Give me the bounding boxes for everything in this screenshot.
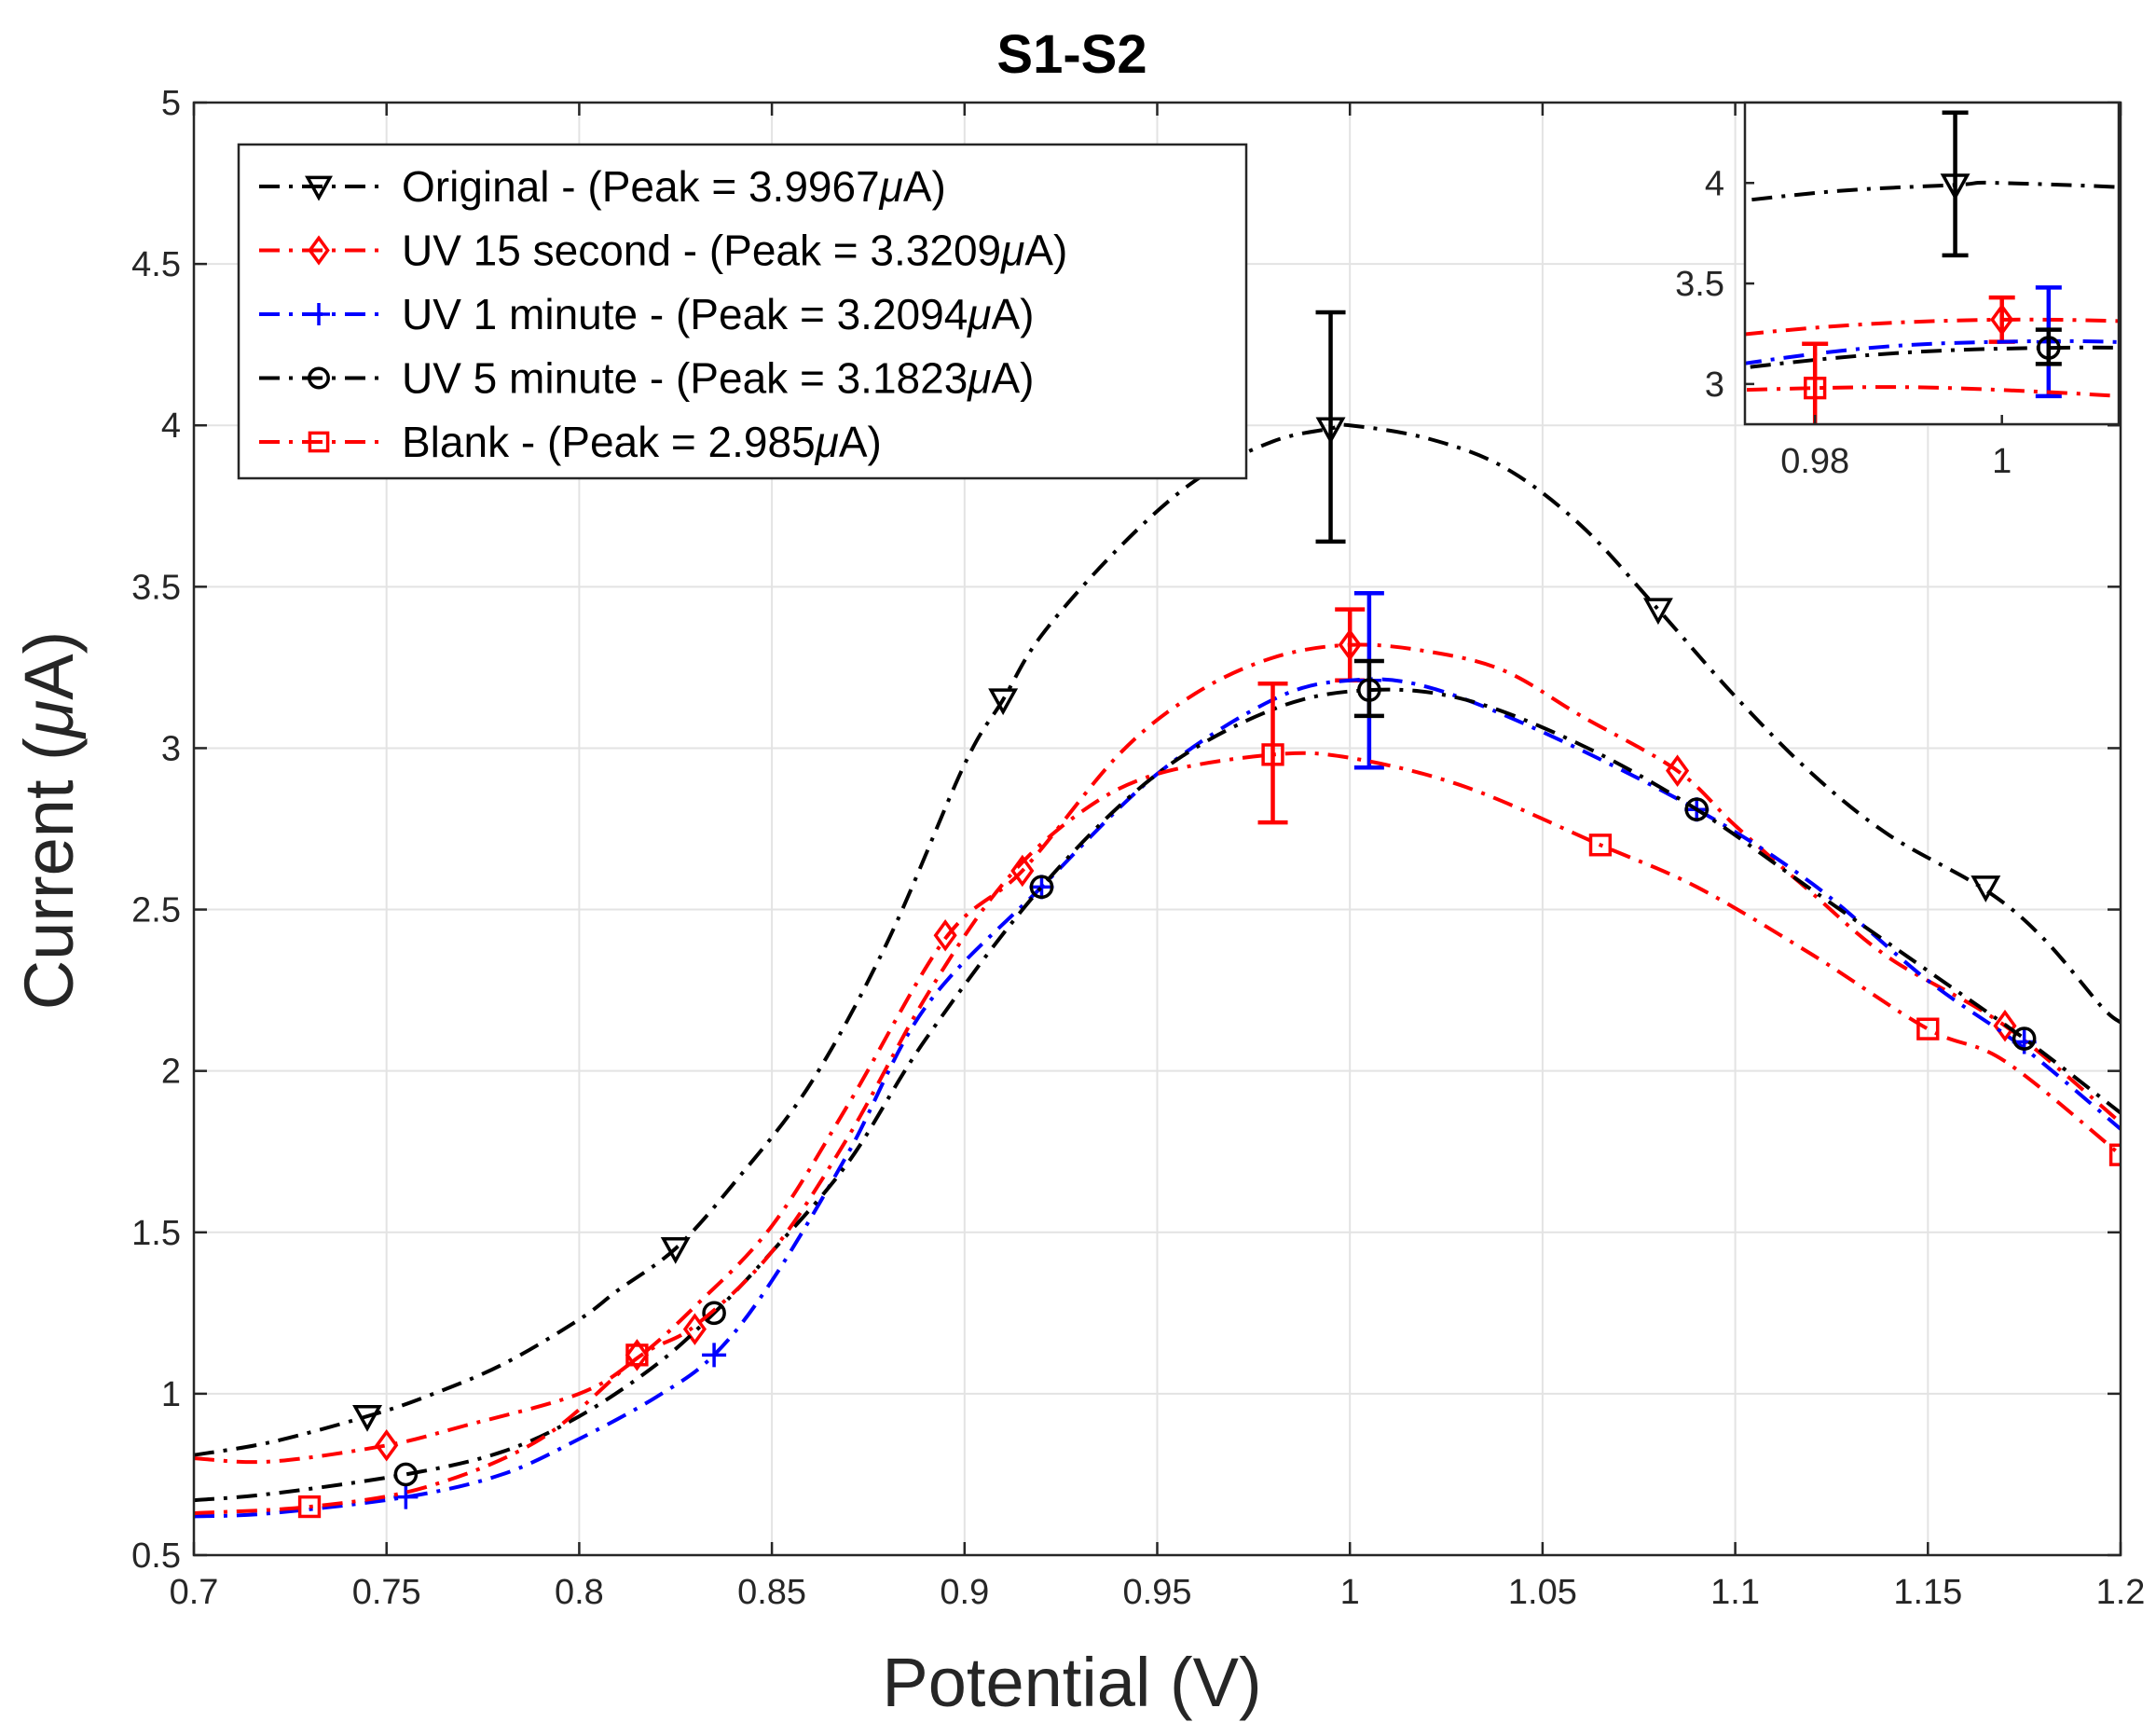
- inset-series: [264, 110, 2119, 776]
- y-tick-label: 3: [161, 729, 181, 768]
- data-point: [354, 686, 378, 708]
- series-line: [194, 642, 2121, 1465]
- legend-label: UV 1 minute - (Peak = 3.2094μA): [402, 290, 1034, 338]
- y-tick-label: 1: [161, 1375, 181, 1414]
- series-line: [194, 687, 2121, 1503]
- inset-y-tick-label: 3.5: [1675, 265, 1724, 304]
- series-square: [194, 681, 2121, 1519]
- series-line: [194, 422, 2121, 1457]
- y-tick-label: 2.5: [131, 891, 181, 930]
- legend-entry: UV 5 minute - (Peak = 3.1823μA): [259, 354, 1034, 403]
- series-triangle-down: [194, 310, 2121, 1457]
- legend-entry: UV 15 second - (Peak = 3.3209μA): [259, 227, 1067, 275]
- series-circle: [194, 658, 2121, 1503]
- x-tick-label: 1.2: [2096, 1573, 2146, 1612]
- inset-plot: 0.98 1 3 3.5 4: [264, 101, 2121, 776]
- x-tick-label: 0.9: [940, 1573, 989, 1612]
- legend-label: Original - (Peak = 3.9967μA): [402, 162, 946, 211]
- x-axis-label: Potential (V): [882, 1644, 1261, 1721]
- data-point: [702, 1343, 727, 1368]
- data-point: [1993, 1009, 2017, 1042]
- y-tick-label: 5: [161, 84, 181, 123]
- x-tick-label: 0.7: [170, 1573, 219, 1612]
- data-point: [660, 1236, 691, 1264]
- data-point: [1029, 875, 1054, 900]
- data-point: [2108, 1143, 2121, 1166]
- legend-box: [237, 143, 1248, 480]
- data-point: [1588, 834, 1613, 857]
- legend-marker: [308, 366, 330, 390]
- chart-title: S1-S2: [996, 24, 1147, 85]
- series-triangle-down: [354, 110, 2119, 708]
- data-point: [404, 733, 423, 760]
- legend-marker: [308, 303, 330, 325]
- inset-frame: [1743, 101, 2121, 426]
- data-point: [297, 1495, 322, 1519]
- main-plot-series: [194, 310, 2121, 1519]
- legend-marker: [308, 431, 330, 453]
- legend-label: UV 15 second - (Peak = 3.3209μA): [402, 227, 1067, 275]
- data-point: [988, 688, 1019, 716]
- y-tick-label: 2: [161, 1053, 181, 1092]
- data-point: [1684, 797, 1710, 822]
- data-point: [1666, 754, 1690, 787]
- inset-y-tick-label: 4: [1705, 164, 1724, 203]
- legend-label: UV 5 minute - (Peak = 3.1823μA): [402, 354, 1034, 403]
- x-tick-label: 1.05: [1508, 1573, 1577, 1612]
- data-point: [2012, 1026, 2037, 1051]
- x-tick-label: 0.85: [737, 1573, 806, 1612]
- data-point: [933, 918, 957, 952]
- data-point: [682, 1313, 707, 1345]
- legend-marker: [305, 175, 333, 201]
- main-plot-ticks: 0.7 0.75 0.8 0.85 0.9 0.95 1 1.05 1.1 1.15 1.2 0.5 1…: [131, 84, 2145, 1612]
- legend-label: Blank - (Peak = 2.985μA): [402, 418, 882, 466]
- x-tick-label: 1.1: [1710, 1573, 1760, 1612]
- legend-entry: Blank - (Peak = 2.985μA): [259, 418, 882, 466]
- y-axis-label-unit: μ: [10, 700, 88, 740]
- y-axis-label-main: Current (: [10, 737, 88, 1010]
- legend-entry: UV 1 minute - (Peak = 3.2094μA): [259, 290, 1034, 338]
- y-axis-label: Current (μA): [10, 631, 88, 1011]
- series-circle: [450, 327, 2119, 746]
- data-point: [625, 1343, 649, 1367]
- series-line: [194, 677, 2121, 1519]
- y-tick-label: 1.5: [131, 1214, 181, 1253]
- data-point: [375, 1429, 399, 1462]
- y-axis-label-tail: A): [10, 631, 88, 700]
- data-point: [1642, 598, 1673, 626]
- data-point: [1029, 875, 1054, 900]
- x-tick-label: 0.75: [352, 1573, 421, 1612]
- data-point: [393, 1484, 419, 1509]
- y-tick-label: 4: [161, 406, 181, 446]
- x-tick-label: 0.95: [1123, 1573, 1192, 1612]
- data-point: [702, 1301, 726, 1326]
- inset-x-tick-label: 0.98: [1780, 442, 1849, 481]
- data-point: [393, 1462, 419, 1487]
- data-point: [448, 750, 473, 774]
- x-tick-label: 0.8: [555, 1573, 604, 1612]
- data-point: [1011, 488, 1031, 515]
- series-line: [194, 751, 2121, 1515]
- data-point: [1916, 1017, 1940, 1040]
- data-point: [625, 1339, 649, 1371]
- legend: Original - (Peak = 3.9967μA) UV 15 second…: [237, 143, 1248, 480]
- data-point: [264, 749, 283, 776]
- data-point: [352, 1404, 383, 1432]
- data-point: [1971, 875, 2001, 902]
- inset-x-tick-label: 1: [1992, 442, 2012, 481]
- inset-background: [1745, 103, 2119, 424]
- y-tick-label: 3.5: [131, 568, 181, 607]
- legend-marker: [308, 235, 330, 266]
- data-point: [1010, 854, 1035, 888]
- x-tick-label: 1: [1340, 1573, 1360, 1612]
- data-point: [450, 725, 471, 746]
- inset-y-tick-label: 3: [1705, 365, 1724, 405]
- legend-entry: Original - (Peak = 3.9967μA): [259, 162, 946, 211]
- y-tick-label: 0.5: [131, 1536, 181, 1576]
- x-tick-label: 1.15: [1893, 1573, 1962, 1612]
- y-tick-label: 4.5: [131, 245, 181, 284]
- data-point: [264, 752, 283, 772]
